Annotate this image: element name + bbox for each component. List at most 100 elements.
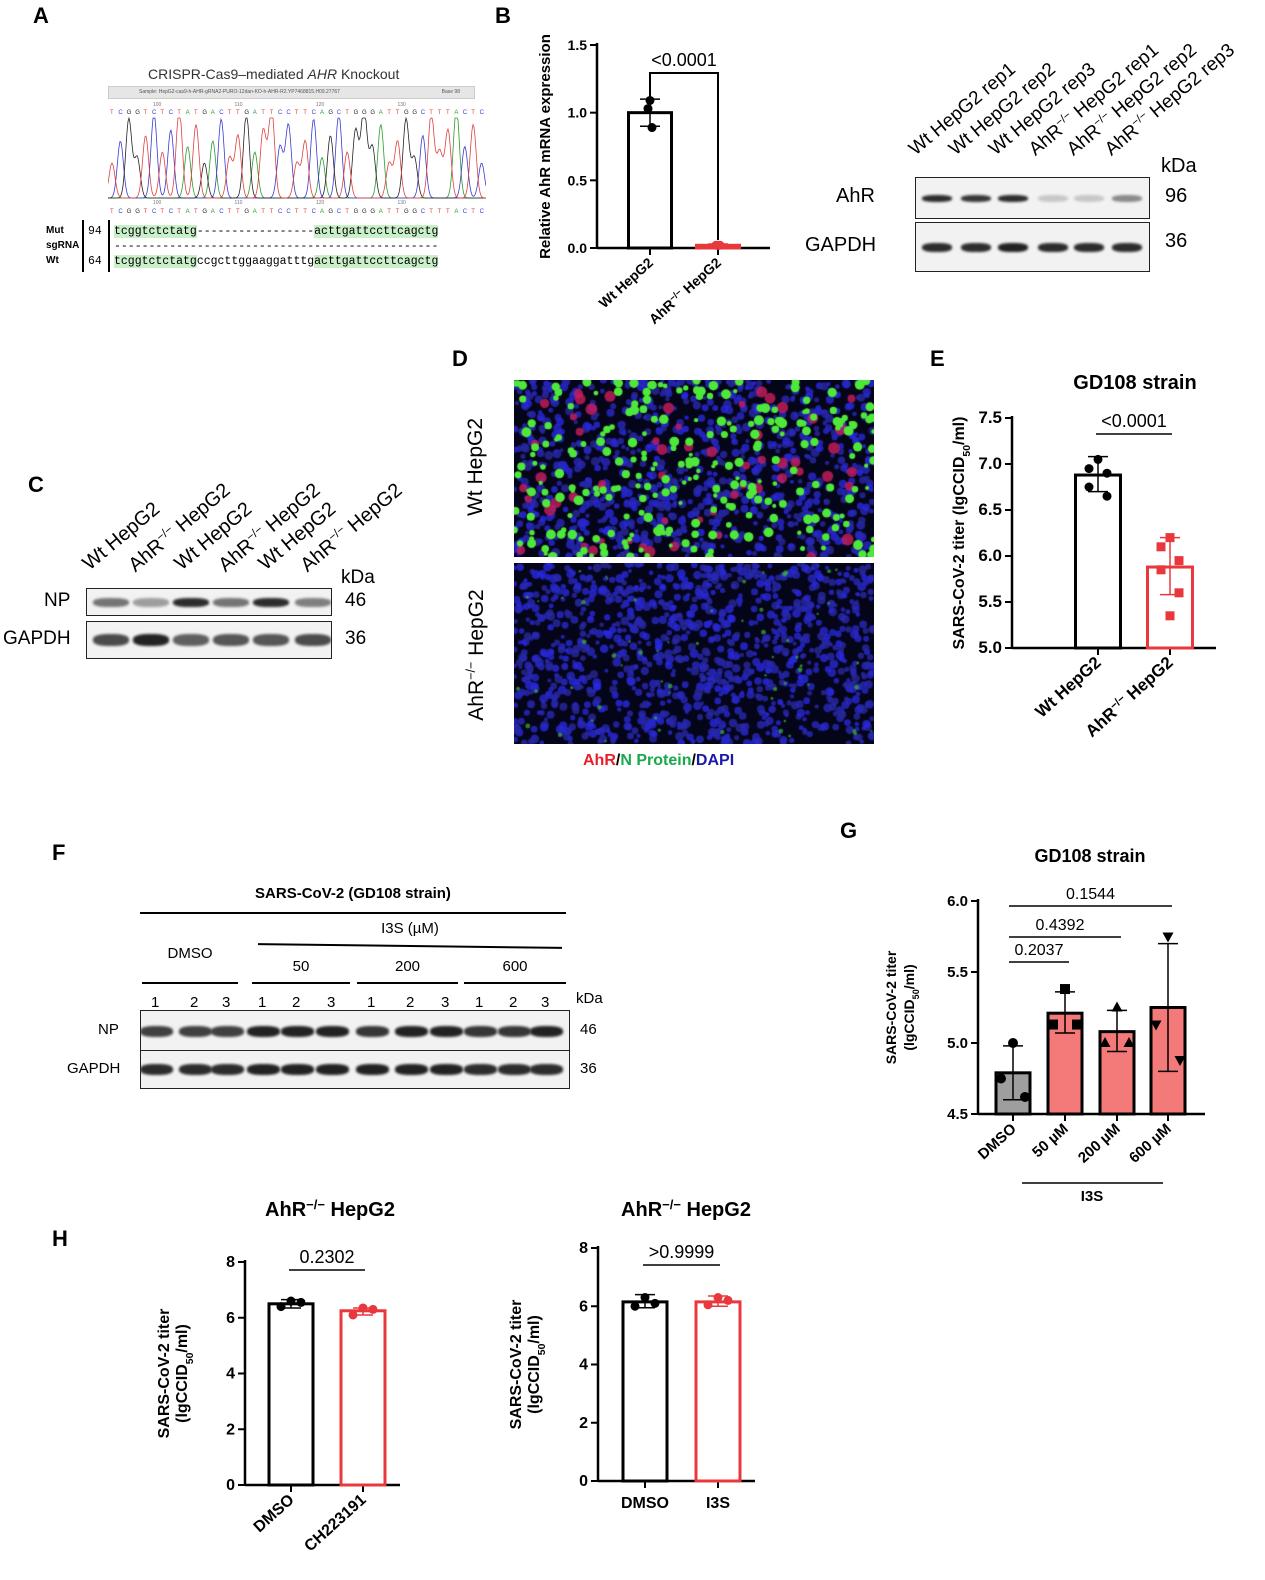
base-call: T: [446, 110, 450, 116]
base-call: A: [320, 110, 324, 116]
y-axis-label: SARS-CoV-2 titer: [508, 1300, 525, 1430]
y-tick-label: 8: [226, 1254, 235, 1271]
y-axis-label: Relative AhR mRNA expression: [537, 34, 554, 259]
band: [961, 242, 991, 252]
bar-group: DMSO: [251, 1296, 315, 1536]
position-tick: 110: [234, 102, 242, 108]
data-point: [643, 104, 653, 114]
y-axis-label: (lgCCID50/ml): [174, 1324, 196, 1423]
data-point: [1162, 932, 1174, 943]
base-call: T: [303, 209, 307, 215]
group-label: 200: [394, 958, 421, 975]
y-axis-label-part: SARS-CoV-2 titer: [883, 950, 899, 1064]
data-point: [1048, 1019, 1058, 1030]
panel-label-a: A: [33, 3, 49, 28]
bar-group: 50 µM: [1029, 984, 1084, 1161]
treatment-label: I3S (µM): [381, 920, 439, 937]
band: [173, 634, 209, 646]
band: [210, 1025, 244, 1037]
bar-group: 200 µM: [1075, 1001, 1136, 1167]
base-readout: Base 98: [441, 89, 460, 95]
band: [246, 1025, 280, 1037]
y-tick-label: 5.0: [978, 638, 1002, 657]
sequence-segment: -----------------: [196, 225, 315, 238]
base-call: C: [312, 110, 317, 116]
base-call: A: [253, 110, 257, 116]
position-tick: 110: [234, 200, 242, 206]
y-tick-label: 0: [579, 1473, 588, 1490]
position-tick: 130: [397, 200, 406, 206]
data-point: [1102, 468, 1112, 478]
band: [178, 1064, 212, 1075]
y-tick-label: 6.0: [978, 546, 1002, 565]
y-axis-label-part: SARS-CoV-2 titer: [508, 1300, 525, 1430]
p-value: <0.0001: [1101, 411, 1167, 431]
base-call: C: [278, 110, 283, 116]
x-tick-label: DMSO: [975, 1120, 1020, 1163]
y-tick-label: 5.5: [947, 964, 968, 981]
base-call: A: [253, 209, 257, 215]
base-call: T: [303, 110, 307, 116]
y-tick-label: 0.0: [568, 240, 588, 256]
chart-title: AhR−/− HepG2: [621, 1197, 751, 1222]
group-label: I3S: [1081, 1188, 1104, 1205]
bar-group: AhR−/− HepG2: [646, 240, 741, 327]
y-tick-label: 7.0: [978, 454, 1002, 473]
y-tick-label: 2: [226, 1421, 235, 1438]
position-tick: 130: [397, 102, 406, 108]
sequence-segment: acttgattccttcagctg: [314, 225, 439, 238]
base-call: A: [320, 209, 324, 215]
y-tick-label: 4: [579, 1357, 588, 1374]
p-value: <0.0001: [651, 50, 717, 70]
base-call: G: [328, 110, 333, 116]
x-tick-label: Wt HepG2: [1032, 653, 1105, 721]
sequence-segment: tcggtctctatg: [114, 225, 197, 238]
x-tick-label: 50 µM: [1029, 1120, 1072, 1161]
y-axis-label: SARS-CoV-2 titer: [156, 1309, 173, 1439]
bar: [1074, 473, 1122, 650]
base-call: A: [211, 209, 215, 215]
base-call: T: [396, 110, 400, 116]
panel-label-c: C: [28, 472, 44, 497]
table-divider: [82, 220, 84, 272]
base-call: C: [463, 110, 468, 116]
base-call: G: [412, 110, 417, 116]
y-tick-label: 0.5: [568, 172, 588, 188]
base-call: C: [278, 209, 283, 215]
y-axis-label-part: 50: [911, 989, 921, 999]
chart-h2: 0 2 4 6 8 DMSO I3S >0.9999 AhR−/− HepG2 SARS-CoV-…: [508, 1197, 755, 1512]
base-call: C: [219, 110, 224, 116]
band: [463, 1025, 497, 1037]
lane-number: 3: [327, 994, 336, 1011]
lane-number: 3: [222, 994, 231, 1011]
legend-sep: /: [615, 752, 621, 769]
base-call: G: [354, 209, 359, 215]
base-call: T: [387, 209, 391, 215]
kda-label: kDa: [341, 567, 375, 588]
x-tick-label: Wt HepG2: [596, 254, 657, 311]
chromatogram-header: Sample: HepG2-cas9-h-AHR-gRNA2-PURO-12da…: [108, 86, 475, 99]
sequence-segment: acttgattccttcagctg: [314, 255, 439, 268]
y-axis-label-part: /ml): [951, 417, 968, 445]
base-call: A: [186, 110, 190, 116]
base-call: T: [110, 209, 114, 215]
y-axis-label-part: SARS-CoV-2 titer: [156, 1309, 173, 1439]
blot-ahr: [915, 177, 1150, 219]
base-call: T: [160, 110, 164, 116]
trace-C: [108, 117, 486, 199]
band: [141, 1025, 173, 1037]
data-point: [1174, 556, 1184, 566]
y-axis-label-part: /ml): [526, 1315, 543, 1343]
base-call: T: [236, 209, 240, 215]
bar-group: DMSO: [621, 1293, 669, 1512]
base-call: T: [110, 110, 114, 116]
base-call: C: [152, 110, 157, 116]
base-call: T: [194, 110, 198, 116]
data-point: [1174, 1056, 1186, 1067]
panel-label-f: F: [52, 840, 66, 865]
data-point: [1156, 565, 1166, 575]
data-point: [1156, 542, 1166, 552]
lane-number: 1: [475, 994, 484, 1011]
data-point: [1020, 1091, 1030, 1102]
